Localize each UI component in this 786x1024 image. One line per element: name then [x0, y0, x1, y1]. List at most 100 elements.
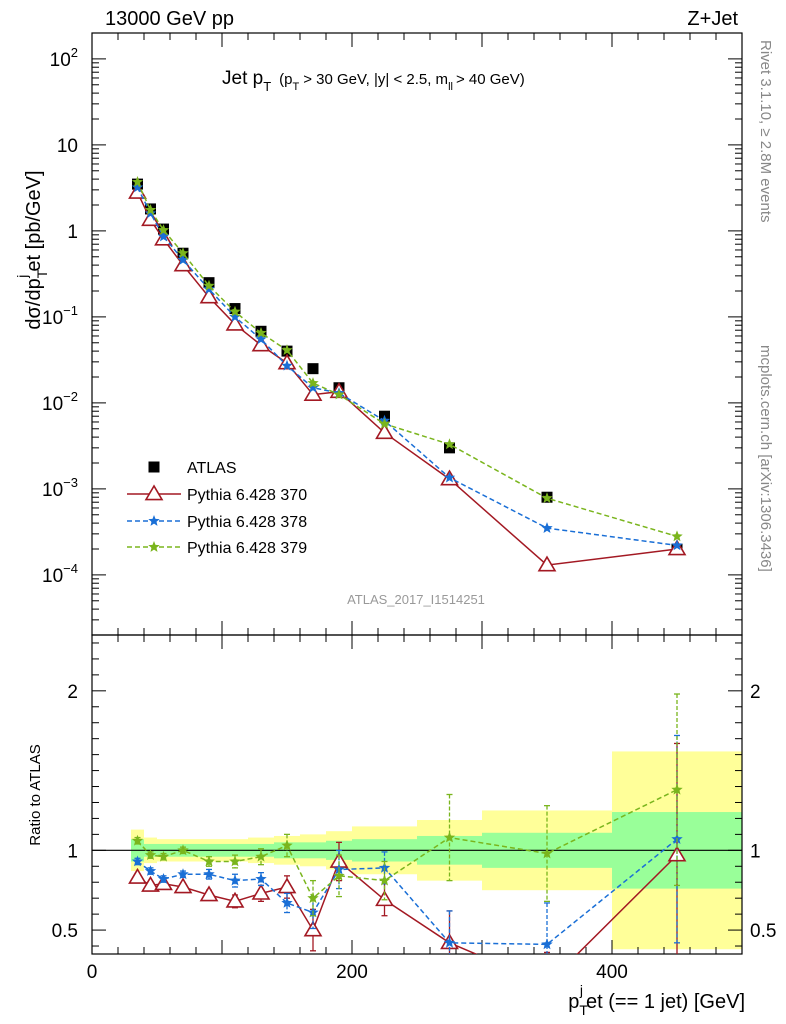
ratio-point	[541, 938, 553, 950]
ratio-point	[157, 850, 170, 862]
ratio-point	[281, 897, 293, 908]
ratio-y-axis-label: Ratio to ATLAS	[27, 744, 44, 845]
y-tick-mantissa: 10	[42, 480, 63, 501]
ylabel-sup-j: j	[14, 275, 30, 279]
data-point	[199, 287, 219, 304]
ratio-axes: 0.5 0.5 1 1 2 2 0 200 400	[52, 634, 776, 983]
xlabel-sup-j: j	[579, 982, 583, 998]
ratio-point	[541, 847, 553, 859]
data-point	[144, 207, 157, 219]
title-jet: Jet p	[222, 68, 263, 89]
series-3	[131, 176, 683, 542]
data-point	[141, 210, 160, 227]
data-point	[333, 388, 345, 400]
ylabel-sub-t: T	[34, 269, 50, 278]
ratio-data	[128, 693, 687, 990]
main-y-axis-label: dσ/dpTj et [pb/GeV]	[14, 170, 50, 329]
data-point	[255, 327, 267, 338]
xlabel-sub-t: T	[579, 1002, 588, 1018]
ratio-point	[671, 783, 683, 795]
data-point	[541, 522, 553, 533]
ratio-point	[378, 861, 391, 873]
x-tick-label: 200	[336, 962, 368, 983]
main-y-tick-label: 102	[50, 45, 78, 71]
data-point	[203, 279, 215, 291]
legend-marker	[148, 541, 160, 552]
ratio-point	[199, 885, 219, 902]
data-point	[225, 314, 245, 331]
main-y-tick-label: 10−2	[42, 389, 78, 415]
xlabel-rest: et (== 1 jet) [GeV]	[586, 991, 745, 1013]
ratio-point	[144, 865, 157, 876]
ratio-y-tick-label: 0.5	[52, 921, 78, 942]
ratio-point	[203, 868, 215, 880]
x-tick-label: 0	[87, 962, 98, 983]
ratio-point	[251, 883, 271, 900]
ratio-point	[539, 976, 555, 990]
ratio-point	[157, 873, 170, 884]
ratio-point	[225, 891, 245, 908]
data-point	[131, 181, 144, 193]
y-tick-exponent: −1	[63, 303, 78, 318]
ratio-point	[443, 831, 456, 843]
data-point	[229, 305, 241, 317]
data-point	[203, 283, 215, 294]
y-tick-mantissa: 10	[42, 308, 63, 329]
side-label-bottom: mcplots.cern.ch [arXiv:1306.3436]	[757, 345, 774, 572]
main-data	[128, 176, 687, 572]
title-end: > 40 GeV)	[456, 71, 525, 88]
ratio-point	[177, 844, 189, 856]
ratio-point	[255, 850, 267, 862]
data-point	[281, 344, 293, 355]
ratio-point	[443, 936, 456, 948]
ratio-point	[277, 877, 297, 894]
legend-entry: Pythia 6.428 379	[187, 540, 307, 557]
ylabel-rest: et [pb/GeV]	[23, 170, 45, 271]
data-point	[378, 417, 391, 429]
data-point	[375, 423, 394, 440]
ratio-point	[333, 869, 345, 881]
data-point	[157, 224, 170, 235]
main-plot-title: Jet pT (pT > 30 GeV, |y| < 2.5, mll > 40 Ge…	[222, 68, 525, 94]
data-point	[281, 359, 293, 371]
ratio-point	[131, 834, 144, 846]
ratio-point	[229, 874, 241, 886]
data-point	[307, 381, 319, 393]
ratio-y-tick-label: 1	[67, 841, 78, 862]
legend-entry: ATLAS	[187, 460, 237, 477]
ratio-y-tick-label: 2	[67, 682, 78, 703]
side-label-top: Rivet 3.1.10, ≥ 2.8M events	[757, 40, 774, 223]
ratio-point	[173, 877, 193, 894]
ratio-point	[281, 839, 293, 851]
ratio-point	[141, 875, 160, 892]
data-point	[177, 253, 189, 265]
main-y-tick-label: 10−3	[42, 475, 78, 501]
y-tick-mantissa: 1	[67, 222, 78, 243]
y-tick-mantissa: 10	[57, 136, 78, 157]
main-y-tick-label: 10−1	[42, 303, 78, 329]
title-sub-t2: T	[293, 81, 300, 93]
data-point	[177, 247, 189, 259]
main-y-tick-label: 10	[57, 136, 78, 157]
ratio-point	[131, 855, 144, 867]
ratio-y-tick-label-right: 2	[750, 682, 761, 703]
data-point	[541, 492, 553, 503]
series-line	[136, 181, 678, 538]
main-y-tick-label: 10−4	[42, 561, 78, 587]
watermark: ATLAS_2017_I1514251	[347, 592, 485, 607]
ratio-point	[307, 892, 319, 903]
main-y-tick-label: 1	[67, 222, 78, 243]
y-tick-mantissa: 10	[50, 50, 71, 71]
data-point	[229, 310, 241, 322]
data-point	[444, 442, 455, 454]
legend-marker	[148, 515, 160, 526]
title-sub-ll: ll	[448, 81, 453, 93]
legend-entry: Pythia 6.428 370	[187, 487, 307, 504]
xlabel-p: p	[568, 991, 579, 1013]
y-tick-exponent: −4	[63, 561, 78, 576]
y-tick-mantissa: 10	[42, 566, 63, 587]
title-paren: (p	[279, 71, 292, 88]
ratio-point	[255, 873, 267, 884]
title-sub-t: T	[263, 79, 271, 94]
